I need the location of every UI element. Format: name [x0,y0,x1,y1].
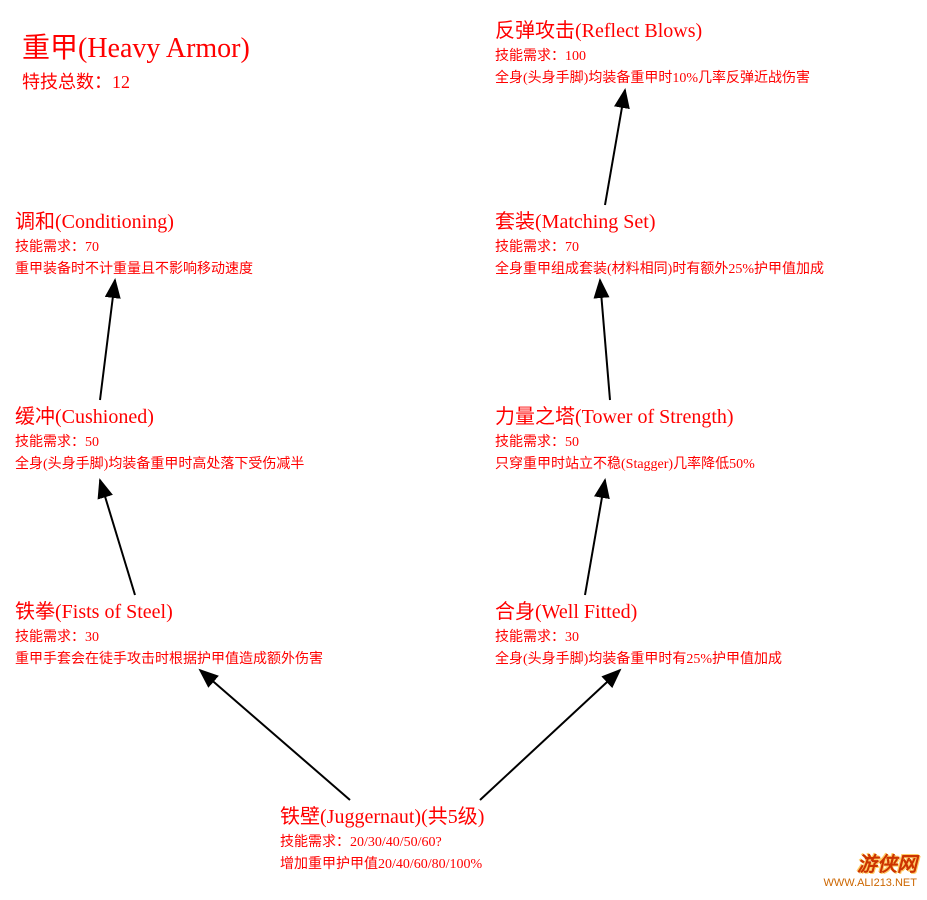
perk-req: 技能需求：20/30/40/50/60? [280,831,484,851]
perk-req: 技能需求：70 [495,236,824,256]
perk-title: 铁壁(Juggernaut)(共5级) [280,800,484,829]
perk-req: 技能需求：50 [495,431,755,451]
perk-req: 技能需求：100 [495,45,810,65]
perk-desc: 重甲装备时不计重量且不影响移动速度 [15,258,253,278]
perk-req: 技能需求：30 [15,626,323,646]
perk-cushioned: 缓冲(Cushioned) 技能需求：50 全身(头身手脚)均装备重甲时高处落下… [15,400,304,473]
perk-desc: 全身(头身手脚)均装备重甲时有25%护甲值加成 [495,648,782,668]
perk-title: 缓冲(Cushioned) [15,400,304,429]
perk-desc: 全身重甲组成套装(材料相同)时有额外25%护甲值加成 [495,258,824,278]
perk-title: 合身(Well Fitted) [495,595,782,624]
perk-tower-of-strength: 力量之塔(Tower of Strength) 技能需求：50 只穿重甲时站立不… [495,400,755,473]
watermark: 游侠网 WWW.ALI213.NET [823,853,917,890]
perk-desc: 全身(头身手脚)均装备重甲时高处落下受伤减半 [15,453,304,473]
header-subtitle: 特技总数：12 [22,68,250,94]
perk-matching-set: 套装(Matching Set) 技能需求：70 全身重甲组成套装(材料相同)时… [495,205,824,278]
perk-desc: 只穿重甲时站立不稳(Stagger)几率降低50% [495,453,755,473]
perk-req: 技能需求：30 [495,626,782,646]
perk-desc: 全身(头身手脚)均装备重甲时10%几率反弹近战伤害 [495,67,810,87]
perk-conditioning: 调和(Conditioning) 技能需求：70 重甲装备时不计重量且不影响移动… [15,205,253,278]
perk-req: 技能需求：70 [15,236,253,256]
perk-title: 调和(Conditioning) [15,205,253,234]
perk-title: 力量之塔(Tower of Strength) [495,400,755,429]
perk-title: 反弹攻击(Reflect Blows) [495,14,810,43]
perk-well-fitted: 合身(Well Fitted) 技能需求：30 全身(头身手脚)均装备重甲时有2… [495,595,782,668]
perk-req: 技能需求：50 [15,431,304,451]
watermark-logo: 游侠网 [823,853,917,877]
perk-fists-of-steel: 铁拳(Fists of Steel) 技能需求：30 重甲手套会在徒手攻击时根据… [15,595,323,668]
header-title: 重甲(Heavy Armor) [22,26,250,66]
header-block: 重甲(Heavy Armor) 特技总数：12 [22,26,250,94]
perk-desc: 重甲手套会在徒手攻击时根据护甲值造成额外伤害 [15,648,323,668]
watermark-url: WWW.ALI213.NET [823,877,917,890]
perk-title: 铁拳(Fists of Steel) [15,595,323,624]
perk-reflect-blows: 反弹攻击(Reflect Blows) 技能需求：100 全身(头身手脚)均装备… [495,14,810,87]
perk-juggernaut: 铁壁(Juggernaut)(共5级) 技能需求：20/30/40/50/60?… [280,800,484,873]
perk-title: 套装(Matching Set) [495,205,824,234]
perk-desc: 增加重甲护甲值20/40/60/80/100% [280,853,484,873]
